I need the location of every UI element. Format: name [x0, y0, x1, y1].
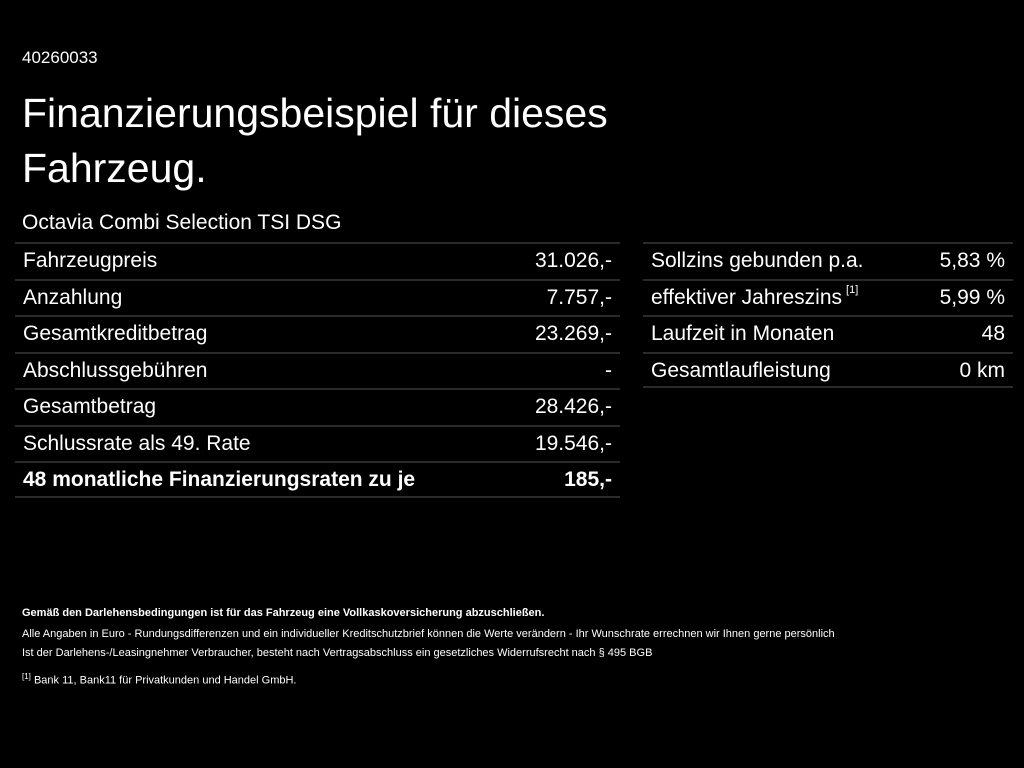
- row-value: 5,83 %: [939, 249, 1005, 272]
- row-label: Anzahlung: [23, 285, 123, 309]
- footnote: [1] Bank 11, Bank11 für Privatkunden und…: [22, 672, 297, 687]
- rate-table: Sollzins gebunden p.a. 5,83 % effektiver J…: [643, 242, 1013, 388]
- row-value: 28.426,-: [534, 395, 612, 418]
- row-label: Fahrzeugpreis: [23, 249, 158, 272]
- row-label-group: Sollzins gebunden p.a.: [651, 249, 864, 273]
- row-label: Gesamtbetrag: [23, 395, 157, 418]
- row-label: Schlussrate als 49. Rate: [23, 431, 251, 455]
- row-label-group: Gesamtlaufleistung: [651, 359, 831, 383]
- table-row: 48 monatliche Finanzierungsraten zu je 18…: [15, 461, 620, 498]
- table-row: Schlussrate als 49. Rate 19.546,-: [15, 424, 620, 462]
- row-value: 31.026,-: [534, 249, 612, 272]
- row-value: 48: [981, 322, 1005, 345]
- row-label: Abschlussgebühren: [23, 358, 208, 382]
- row-value: 23.269,-: [534, 322, 612, 345]
- subtitle: Octavia Combi Selection TSI DSG: [22, 211, 342, 234]
- title: Finanzierungsbeispiel für dieses Fahrzeu…: [22, 90, 608, 191]
- table-row: Laufzeit in Monaten 48: [643, 315, 1013, 352]
- table-row: Sollzins gebunden p.a. 5,83 %: [643, 242, 1013, 279]
- table-row: Gesamtlaufleistung 0 km: [643, 351, 1013, 388]
- disclaimer: Alle Angaben in Euro - Rundungsdifferenz…: [22, 628, 835, 640]
- table-row: effektiver Jahreszins [1] 5,99 %: [643, 278, 1013, 316]
- table-row: Gesamtbetrag 28.426,-: [15, 388, 620, 425]
- insurance-note: Gemäß den Darlehensbedingungen ist für d…: [22, 607, 545, 619]
- disclaimer: Ist der Darlehens-/Leasingnehmer Verbrau…: [22, 647, 653, 659]
- row-label: Gesamtkreditbetrag: [23, 322, 208, 345]
- table-row: Gesamtkreditbetrag 23.269,-: [15, 315, 620, 352]
- row-label: 48 monatliche Finanzierungsraten zu je: [23, 468, 416, 491]
- row-label: Gesamtlaufleistung: [651, 358, 831, 382]
- table-row: Anzahlung 7.757,-: [15, 278, 620, 316]
- row-value: 185,-: [564, 468, 612, 491]
- row-value: 7.757,-: [546, 285, 612, 309]
- row-value: 19.546,-: [534, 431, 612, 455]
- row-value: 0 km: [959, 358, 1005, 382]
- footnote-text: Bank 11, Bank11 für Privatkunden und Han…: [33, 674, 297, 687]
- row-label: effektiver Jahreszins: [651, 285, 843, 309]
- row-label: Sollzins gebunden p.a.: [651, 249, 864, 272]
- footnote-mark: [1]: [22, 672, 31, 681]
- finance-table: Fahrzeugpreis 31.026,- Anzahlung 7.757,- Ges…: [15, 242, 620, 498]
- row-label-group: effektiver Jahreszins [1]: [651, 283, 859, 310]
- table-row: Fahrzeugpreis 31.026,-: [15, 242, 620, 279]
- row-label-group: Laufzeit in Monaten: [651, 322, 834, 346]
- table-row: Abschlussgebühren -: [15, 351, 620, 389]
- footnote-ref: [1]: [846, 283, 859, 296]
- row-value: 5,99 %: [939, 285, 1005, 309]
- doc-id: 40260033: [22, 48, 98, 67]
- row-value: -: [605, 358, 612, 382]
- row-label: Laufzeit in Monaten: [651, 322, 835, 345]
